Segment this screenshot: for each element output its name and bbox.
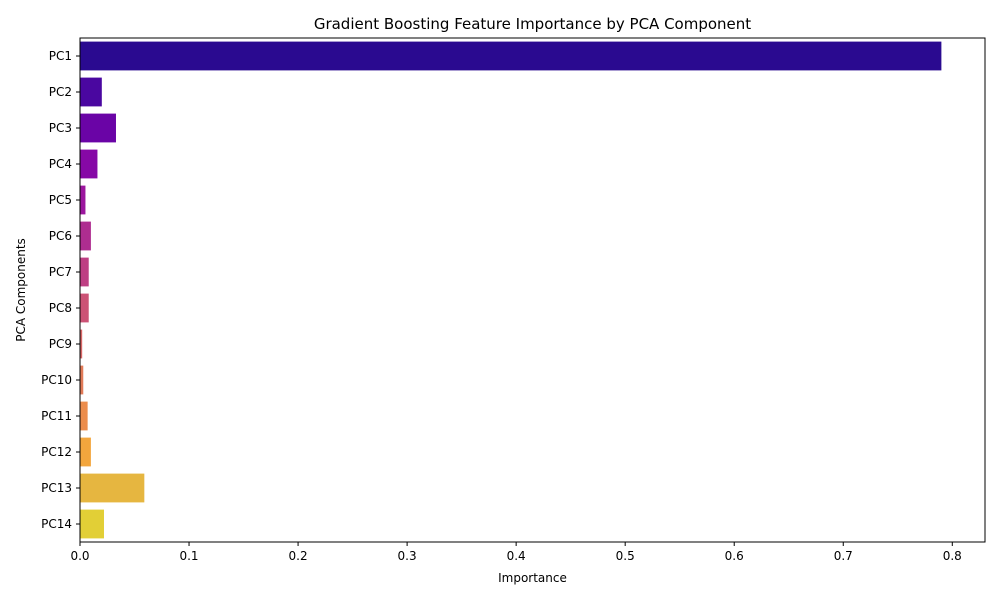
bar-pc9 — [80, 329, 83, 359]
bar-pc12 — [80, 437, 91, 467]
bar-pc13 — [80, 473, 145, 503]
y-tick-label: PC6 — [49, 229, 72, 243]
x-tick-label: 0.5 — [616, 549, 635, 563]
bar-pc7 — [80, 257, 89, 287]
bar-pc8 — [80, 293, 89, 323]
bar-pc11 — [80, 401, 88, 431]
x-tick-label: 0.4 — [507, 549, 526, 563]
y-tick-label: PC1 — [49, 49, 72, 63]
y-tick-label: PC7 — [49, 265, 72, 279]
x-tick-label: 0.2 — [289, 549, 308, 563]
y-tick-label: PC13 — [41, 481, 72, 495]
y-tick-label: PC4 — [49, 157, 72, 171]
bar-pc1 — [80, 41, 942, 71]
y-tick-label: PC14 — [41, 517, 72, 531]
bar-pc3 — [80, 113, 116, 143]
y-tick-label: PC10 — [41, 373, 72, 387]
y-axis-ticks: PC1 PC2 PC3 PC4 PC5 PC6 PC7 PC8 PC9 PC10 PC11 PC12 P… — [41, 49, 80, 531]
bars-group — [80, 41, 942, 539]
x-tick-label: 0.0 — [70, 549, 89, 563]
x-tick-label: 0.3 — [398, 549, 417, 563]
bar-pc6 — [80, 221, 91, 251]
x-tick-label: 0.1 — [179, 549, 198, 563]
bar-pc10 — [80, 365, 84, 395]
plot-frame — [79, 37, 986, 543]
bar-pc5 — [80, 185, 86, 215]
y-tick-label: PC5 — [49, 193, 72, 207]
y-tick-label: PC8 — [49, 301, 72, 315]
chart-title: Gradient Boosting Feature Importance by … — [314, 15, 751, 33]
bar-pc4 — [80, 149, 98, 179]
x-tick-label: 0.8 — [943, 549, 962, 563]
bar-pc14 — [80, 509, 104, 539]
y-tick-label: PC2 — [49, 85, 72, 99]
y-tick-label: PC12 — [41, 445, 72, 459]
x-tick-label: 0.7 — [834, 549, 853, 563]
x-tick-label: 0.6 — [725, 549, 744, 563]
bar-pc2 — [80, 77, 102, 107]
y-tick-label: PC9 — [49, 337, 72, 351]
x-axis-label: Importance — [498, 571, 567, 585]
y-tick-label: PC11 — [41, 409, 72, 423]
y-axis-label: PCA Components — [14, 238, 28, 342]
y-tick-label: PC3 — [49, 121, 72, 135]
x-axis-ticks: 0.0 0.1 0.2 0.3 0.4 0.5 0.6 0.7 0.8 — [70, 542, 962, 563]
